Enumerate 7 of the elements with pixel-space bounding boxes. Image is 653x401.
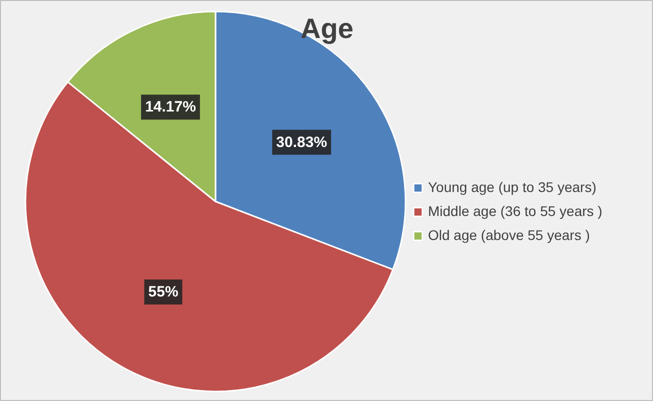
- data-label: 14.17%: [145, 98, 196, 116]
- legend-label: Middle age (36 to 55 years ): [428, 203, 602, 219]
- data-label: 30.83%: [276, 134, 328, 151]
- legend-label: Old age (above 55 years ): [428, 227, 590, 243]
- data-label: 55%: [148, 284, 178, 301]
- chart-title: Age: [300, 13, 354, 44]
- legend-label: Young age (up to 35 years): [428, 179, 596, 195]
